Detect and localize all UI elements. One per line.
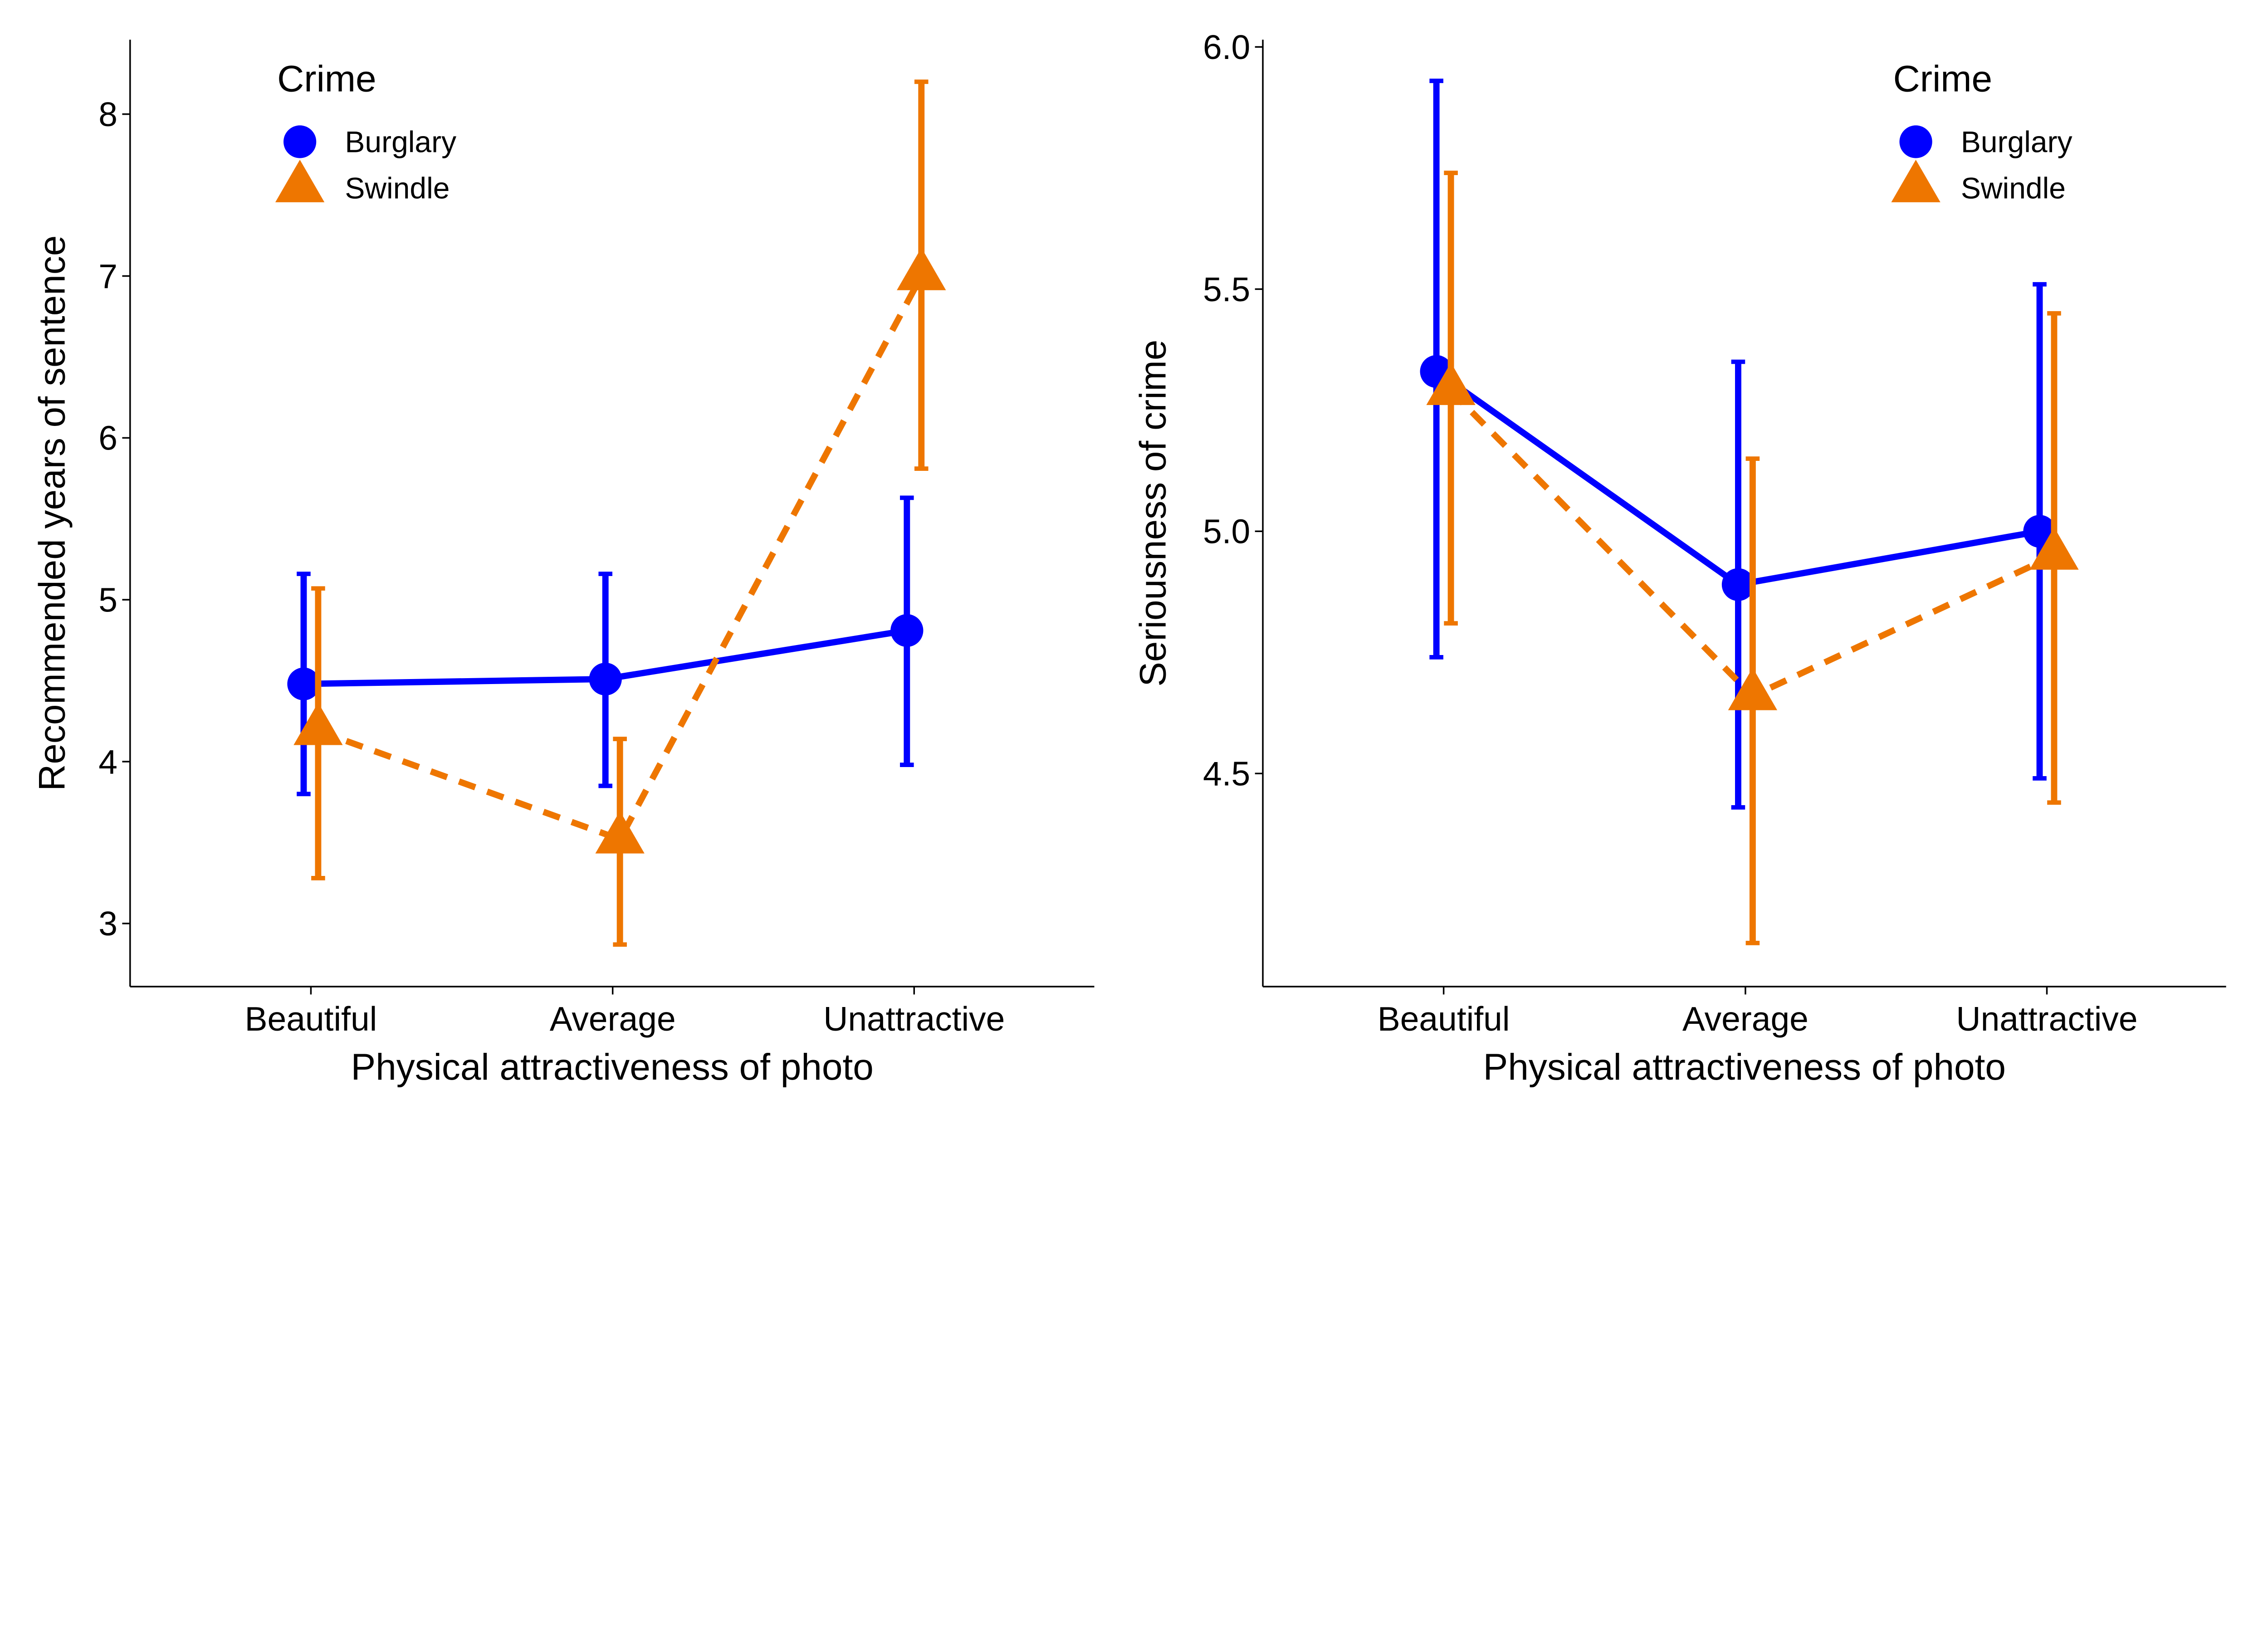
data-point bbox=[897, 247, 946, 290]
x-tick-label: Unattractive bbox=[1956, 1000, 2137, 1038]
legend-key-circle bbox=[284, 125, 317, 158]
series-burglary bbox=[1420, 78, 2056, 810]
y-tick-label: 8 bbox=[98, 95, 117, 133]
x-tick-label: Beautiful bbox=[244, 1000, 377, 1038]
data-point bbox=[287, 667, 320, 700]
x-tick-label: Beautiful bbox=[1378, 1000, 1510, 1038]
figure: 3 4 5 6 7 8 Beautiful Average Unattractive Physic… bbox=[31, 28, 2226, 1088]
y-tick-label: 4.5 bbox=[1203, 755, 1250, 793]
data-point bbox=[1728, 667, 1778, 710]
y-tick-label: 3 bbox=[98, 905, 117, 943]
legend-label: Swindle bbox=[345, 171, 450, 205]
data-point bbox=[589, 662, 622, 696]
x-tick-label: Unattractive bbox=[823, 1000, 1005, 1038]
series-burglary bbox=[287, 495, 924, 797]
x-tick-label: Average bbox=[1682, 1000, 1809, 1038]
data-point bbox=[293, 702, 343, 745]
legend-key-triangle bbox=[275, 160, 325, 202]
x-axis-title: Physical attractiveness of photo bbox=[351, 1046, 874, 1088]
y-tick-label: 5.5 bbox=[1203, 270, 1250, 308]
legend: Crime Burglary Swindle bbox=[275, 58, 456, 205]
data-point bbox=[2029, 527, 2079, 570]
panel-1: 3 4 5 6 7 8 Beautiful Average Unattractive Physic… bbox=[31, 39, 1095, 1088]
series-line bbox=[317, 274, 924, 843]
y-tick-label: 7 bbox=[98, 257, 117, 295]
panel-2: 4.5 5.0 5.5 6.0 Beautiful Average Unattractive… bbox=[1132, 28, 2226, 1088]
legend-title: Crime bbox=[1893, 58, 1993, 99]
legend-key-triangle bbox=[1891, 160, 1941, 202]
legend-label: Burglary bbox=[345, 125, 456, 158]
data-point bbox=[1721, 568, 1755, 601]
y-tick-label: 6.0 bbox=[1203, 28, 1250, 66]
y-tick-label: 5.0 bbox=[1203, 513, 1250, 551]
x-axis-title: Physical attractiveness of photo bbox=[1483, 1046, 2006, 1088]
series-swindle bbox=[1426, 171, 2079, 945]
series-swindle bbox=[293, 79, 946, 947]
y-tick-label: 6 bbox=[98, 419, 117, 457]
legend: Crime Burglary Swindle bbox=[1891, 58, 2072, 205]
data-point bbox=[1426, 362, 1476, 405]
y-tick-label: 4 bbox=[98, 743, 117, 781]
x-tick-label: Average bbox=[550, 1000, 676, 1038]
legend-key-circle bbox=[1899, 125, 1932, 158]
legend-label: Burglary bbox=[1961, 125, 2072, 158]
y-axis-title: Seriousness of crime bbox=[1132, 340, 1173, 687]
legend-title: Crime bbox=[277, 58, 376, 99]
y-tick-label: 5 bbox=[98, 581, 117, 619]
data-point bbox=[595, 811, 645, 854]
data-point bbox=[890, 614, 924, 647]
y-axis-title: Recommended years of sentence bbox=[31, 235, 73, 791]
legend-label: Swindle bbox=[1961, 171, 2066, 205]
